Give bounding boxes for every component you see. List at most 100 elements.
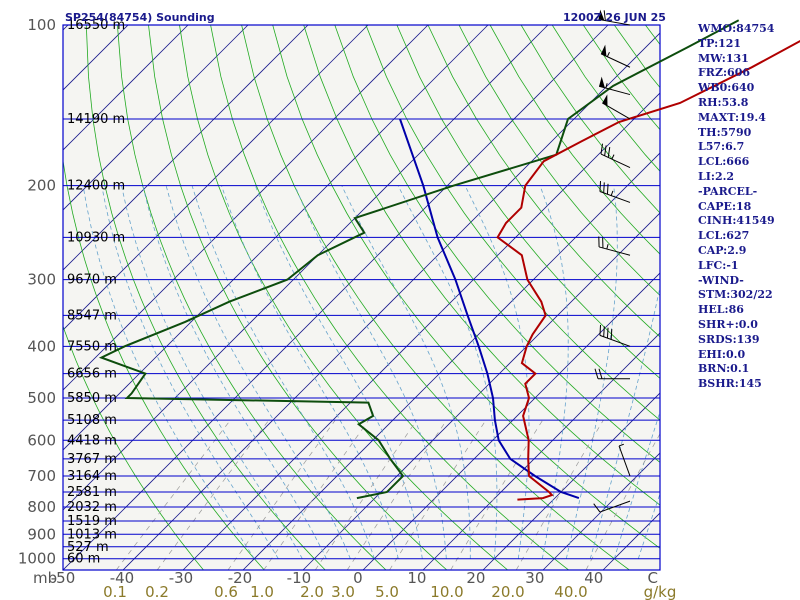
index-row: TH:5790 (698, 125, 752, 139)
isotherm-line (63, 25, 69, 31)
wind-barb-flag (599, 76, 605, 88)
height-label: 2032 m (67, 500, 117, 515)
isotherm-line (122, 32, 660, 570)
dry-adiabat (427, 25, 660, 338)
wind-barb-staff (598, 246, 631, 256)
mixing-ratio-line (263, 419, 369, 570)
height-label: 8547 m (67, 308, 117, 323)
height-label: 9670 m (67, 273, 117, 288)
moist-adiabat (255, 185, 423, 559)
chart-profiles (98, 19, 800, 501)
height-label: 6656 m (67, 367, 117, 382)
pressure-tick-label: 900 (27, 525, 56, 543)
isotherm-line (362, 272, 660, 570)
mixing-ratio-tick-label: 1.0 (250, 583, 274, 600)
isotherm-line (63, 25, 369, 331)
dry-adiabat (63, 158, 265, 570)
dry-adiabat (303, 25, 660, 506)
index-row: MW:131 (698, 51, 749, 65)
isotherm-line (63, 25, 189, 151)
pressure-tick-label: 200 (27, 177, 56, 195)
dry-adiabat (458, 25, 660, 297)
mixing-ratio-tick-label: 0.2 (145, 583, 169, 600)
mixing-ratio-line (315, 419, 418, 570)
index-row: MAXT:19.4 (698, 110, 766, 124)
wind-barb-half-feather (618, 443, 624, 447)
pressure-tick-label: 500 (27, 389, 56, 407)
pressure-tick-label: 700 (27, 467, 56, 485)
index-row: LCL:666 (698, 155, 750, 169)
height-label: 1013 m (67, 527, 117, 542)
dry-adiabat (117, 25, 387, 570)
pressure-tick-label: 100 (27, 16, 56, 34)
dry-adiabat (148, 25, 448, 570)
wind-barb-half-feather (605, 83, 608, 89)
wind-barb-feather (607, 147, 611, 158)
wind-barb-half-feather (611, 154, 615, 160)
index-row: EHI:0.0 (698, 347, 746, 361)
height-label: 5108 m (67, 413, 117, 428)
isotherm-line (63, 25, 249, 211)
index-row: SRDS:139 (698, 332, 760, 346)
wind-barb-staff (598, 18, 631, 26)
wind-barb-feather (603, 326, 605, 337)
mixing-ratio-tick-label: g/kg (644, 583, 677, 600)
wind-barb-staff (599, 191, 631, 203)
wind-barbs (593, 9, 631, 513)
moist-adiabat (121, 185, 303, 559)
dewpoint-trace (98, 19, 740, 500)
wind-barb-flag (598, 9, 605, 21)
height-label: 12400 m (67, 179, 125, 194)
wind-barb-feather (603, 182, 605, 193)
temperature-tick-label: -10 (287, 569, 312, 587)
dry-adiabat (85, 25, 326, 570)
wind-barb-feather (593, 503, 601, 513)
index-row: WMO:84754 (698, 22, 775, 35)
wind-barb-staff (599, 334, 631, 347)
isotherm-line (422, 332, 660, 570)
mixing-ratio-tick-label: 10.0 (430, 583, 463, 600)
wind-barb-feather (599, 181, 602, 192)
index-row: LI:2.2 (698, 169, 735, 183)
dry-adiabat (241, 25, 630, 570)
mixing-ratio-line (346, 419, 447, 570)
mixing-ratio-line (156, 419, 270, 570)
mixing-ratio-tick-label: 3.0 (331, 583, 355, 600)
isotherm-line (542, 452, 660, 570)
mb-label: mb (33, 569, 57, 587)
temperature-tick-label: 10 (407, 569, 426, 587)
height-label: 2581 m (67, 485, 117, 500)
dry-adiabat (396, 25, 660, 379)
height-label: 3767 m (67, 452, 117, 467)
wind-barb-staff (599, 500, 631, 513)
mixing-ratio-tick-label: 5.0 (375, 583, 399, 600)
moist-adiabat (397, 185, 498, 559)
mixing-ratio-line (116, 419, 231, 570)
wind-barb-half-feather (606, 244, 609, 250)
dry-adiabat (365, 25, 660, 421)
moist-adiabat (142, 185, 327, 559)
temperature-tick-label: -30 (169, 569, 194, 587)
chart-grid (62, 24, 661, 571)
isotherm-line (63, 25, 489, 451)
parcel-trace (399, 118, 580, 500)
wind-barb-feather (606, 183, 609, 195)
index-row: L57:6.7 (698, 140, 745, 154)
wind-barb-staff (618, 445, 631, 477)
isotherm-line (63, 25, 429, 391)
dry-adiabat (63, 325, 204, 570)
wind-barb-half-feather (606, 51, 610, 57)
index-row: LFC:-1 (698, 258, 739, 272)
isotherm-line (242, 152, 660, 570)
plot-background (63, 25, 660, 570)
temperature-tick-label: 0 (353, 569, 363, 587)
index-row: LCL:627 (698, 229, 750, 243)
temperature-tick-label: C (648, 569, 658, 587)
isotherm-line (482, 392, 660, 570)
wind-barb-feather (603, 10, 606, 21)
index-row: BSHR:145 (698, 377, 762, 391)
wind-barb-staff (600, 153, 631, 169)
dry-adiabat (272, 25, 660, 549)
pressure-tick-label: 800 (27, 498, 56, 516)
